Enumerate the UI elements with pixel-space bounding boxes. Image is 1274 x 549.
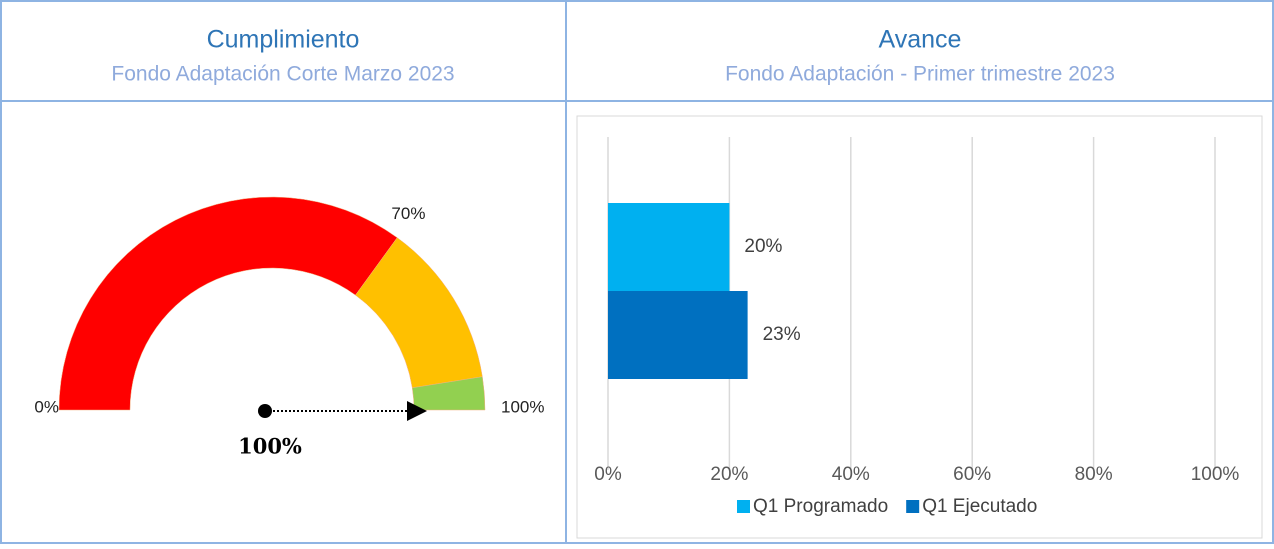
x-tick-label: 80% [1075, 464, 1113, 485]
x-tick-label: 40% [832, 464, 870, 485]
data-label: 23% [763, 324, 801, 345]
gauge-value: 100% [238, 434, 302, 459]
panel-subtitle: Fondo Adaptación Corte Marzo 2023 [111, 63, 454, 86]
legend-label: Q1 Ejecutado [922, 496, 1037, 517]
x-tick-label: 20% [710, 464, 748, 485]
legend-label: Q1 Programado [753, 496, 888, 517]
panel-subtitle: Fondo Adaptación - Primer trimestre 2023 [725, 63, 1115, 86]
gauge-band [58, 196, 398, 411]
x-tick-label: 60% [953, 464, 991, 485]
bar [608, 203, 730, 291]
needle-pivot [258, 404, 272, 418]
gauge-tick-label: 100% [501, 397, 544, 416]
gauge-tick-label: 0% [34, 397, 59, 416]
data-label: 20% [744, 236, 782, 257]
gauge-tick-label: 70% [391, 204, 425, 223]
legend-swatch [906, 500, 920, 513]
chart-frame [576, 115, 1263, 539]
legend-swatch [737, 500, 750, 513]
bar [608, 291, 748, 379]
x-tick-label: 0% [594, 464, 622, 485]
x-tick-label: 100% [1191, 464, 1240, 485]
panel-title: Cumplimiento [207, 26, 360, 54]
panel-title: Avance [879, 26, 962, 54]
